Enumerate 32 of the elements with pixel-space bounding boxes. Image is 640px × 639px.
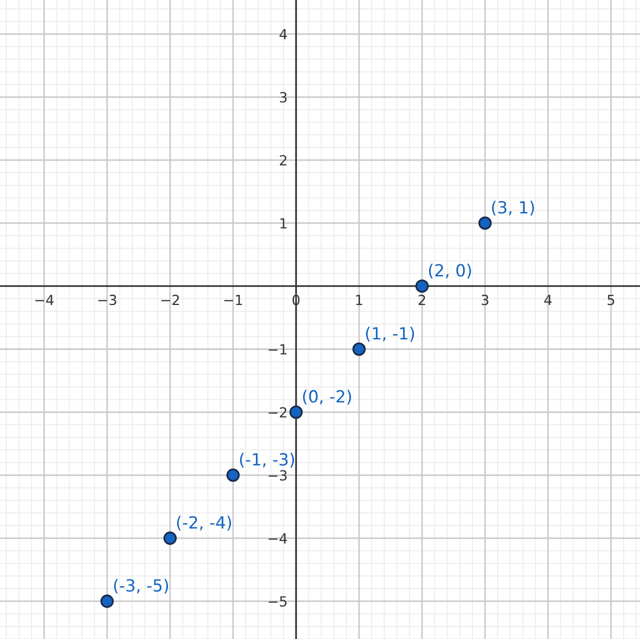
point — [100, 594, 114, 608]
x-tick-label: −1 — [224, 294, 242, 305]
x-tick-label: 1 — [356, 294, 362, 305]
y-tick-label: −1 — [268, 344, 286, 354]
x-tick-label: 4 — [544, 294, 552, 305]
data-label: (3, 1) — [492, 200, 534, 216]
data-label: (0, -2) — [303, 390, 352, 405]
x-tick-label: 3 — [482, 294, 488, 306]
y-tick-label: −2 — [268, 407, 286, 418]
x-tick-label: −3 — [98, 294, 116, 306]
y-tick-label: −3 — [268, 470, 287, 481]
point — [352, 342, 366, 356]
point — [226, 468, 240, 482]
x-tick-label: −2 — [161, 294, 179, 305]
point — [163, 532, 177, 545]
y-tick-label: −4 — [268, 533, 287, 544]
data-label: (1, -1) — [366, 326, 414, 342]
point — [289, 405, 303, 419]
y-tick-label: 2 — [280, 155, 286, 166]
point — [478, 216, 492, 230]
y-tick-label: 3 — [280, 92, 287, 103]
y-tick-label: −5 — [268, 596, 287, 607]
y-tick-label: 4 — [280, 29, 287, 40]
point — [415, 279, 429, 293]
data-label: (-1, -3) — [240, 452, 294, 468]
x-tick-label: 5 — [608, 294, 614, 306]
y-tick-label: 1 — [280, 218, 286, 228]
x-tick-label: 2 — [418, 294, 426, 305]
data-label: (2, 0) — [429, 264, 471, 279]
data-label: (-2, -4) — [177, 516, 232, 531]
x-tick-label: −4 — [35, 294, 54, 305]
data-label: (-3, -5) — [114, 578, 168, 594]
